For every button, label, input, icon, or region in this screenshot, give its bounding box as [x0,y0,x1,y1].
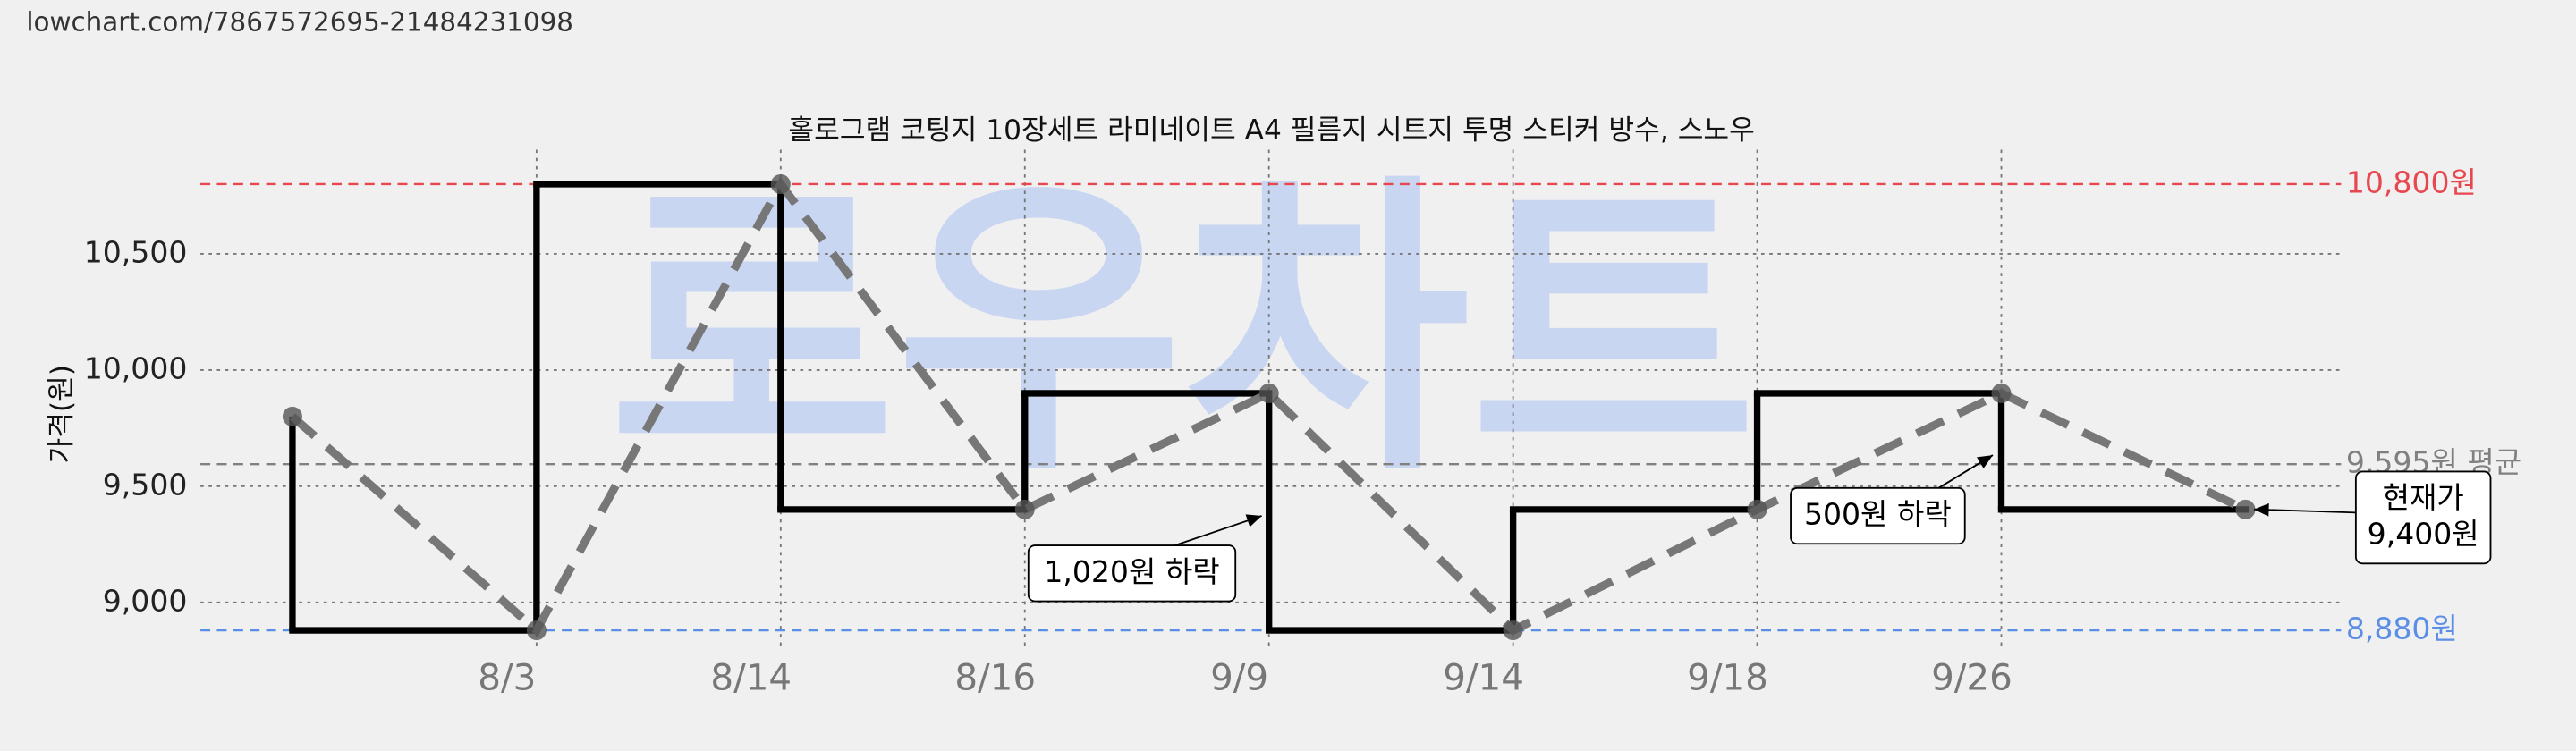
watermark: 로우차트 [608,150,1757,513]
point [1258,383,1279,403]
annotation-text: 9,400원 [2368,517,2479,552]
reference-label: 10,800원 [2346,165,2477,199]
point [526,620,547,641]
y-tick-label: 10,000 [84,350,188,385]
chart-title: 홀로그램 코팅지 10장세트 라미네이트 A4 필름지 시트지 투명 스티커 방… [788,114,1754,147]
point [1014,499,1035,519]
annotation-arrow [1174,515,1262,546]
trend-line [289,176,2248,637]
y-axis-label: 가격(원) [46,365,78,464]
point [1747,499,1767,519]
x-tick-label: 8/16 [954,656,1036,699]
arrow-head [1245,514,1262,527]
annotation-box [1790,486,1966,545]
point [1503,620,1523,641]
x-tick-label: 8/3 [478,656,536,699]
x-tick-label: 9/26 [1931,656,2012,699]
y-tick-label: 9,000 [103,583,188,618]
y-tick-label: 9,500 [103,467,188,502]
point [2235,499,2256,519]
x-tick-label: 9/9 [1210,656,1268,699]
annotation-arrow [2253,508,2356,514]
x-tick-label: 9/18 [1687,656,1768,699]
arrow-head [2254,502,2269,517]
annotation-text: 1,020원 하락 [1044,554,1219,589]
reference-label: 8,880원 [2346,612,2458,646]
url: lowchart.com/7867572695-21484231098 [26,7,573,38]
annotation-box [2354,470,2492,565]
point [1991,383,2012,403]
y-tick-label: 10,500 [84,234,188,269]
annotation-text: 500원 하락 [1804,497,1952,532]
annotation-text: 현재가 [2383,480,2464,515]
x-tick-label: 9/14 [1443,656,1524,699]
point [282,406,302,426]
x-tick-label: 8/14 [710,656,792,699]
arrow-head [1977,455,1993,468]
annotation-box [1027,544,1237,603]
point [770,173,791,195]
